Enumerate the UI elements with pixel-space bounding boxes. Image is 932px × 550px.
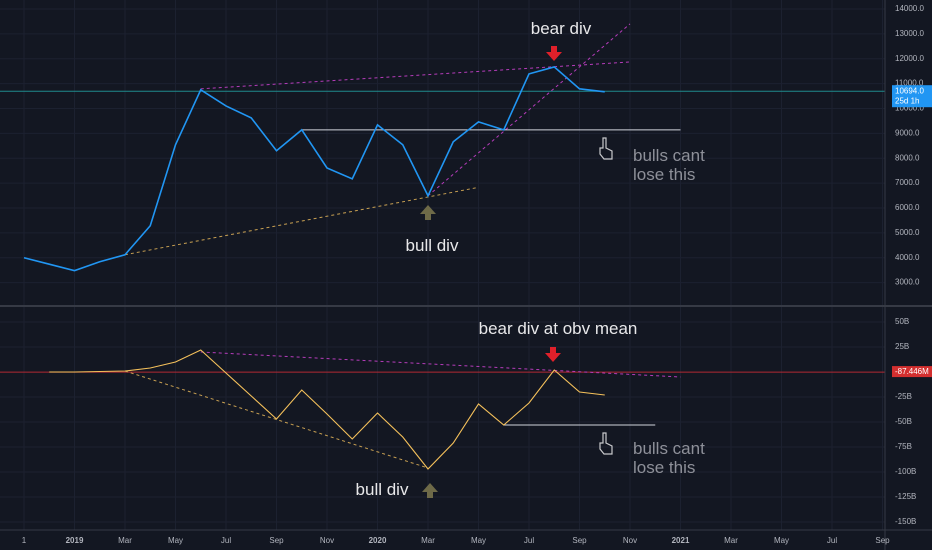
y-tick-label: -25B (895, 392, 912, 401)
annotation-line: bear div (531, 19, 592, 38)
y-tick-label: 8000.0 (895, 153, 920, 162)
x-tick-label: May (471, 536, 486, 545)
y-tick-label: 3000.0 (895, 278, 920, 287)
y-tick-label: 12000.0 (895, 54, 924, 63)
price-badge (892, 85, 932, 108)
annotation-line: lose this (633, 458, 695, 477)
x-tick-label: May (168, 536, 183, 545)
x-tick-label: May (774, 536, 789, 545)
arrow-icon (545, 347, 561, 362)
annotation: bear div (531, 19, 592, 38)
series-line (49, 349, 605, 470)
y-tick-label: 50B (895, 317, 909, 326)
trend-line (200, 351, 681, 378)
y-tick-label: 13000.0 (895, 29, 924, 38)
hand-icon (599, 432, 613, 455)
y-tick-label: 9000.0 (895, 128, 920, 137)
price-badge (892, 366, 932, 378)
x-tick-label: Jul (827, 536, 837, 545)
y-tick-label: 5000.0 (895, 228, 920, 237)
x-tick-label: Sep (875, 536, 890, 545)
annotation-line: bulls cant (633, 439, 705, 458)
x-tick-label: 2019 (66, 536, 84, 545)
trend-line (427, 23, 631, 197)
x-tick-label: Nov (623, 536, 637, 545)
countdown-label: 25d 1h (895, 96, 919, 105)
annotation: bulls cant lose this (633, 146, 705, 184)
price-badge-label: 10694.0 (895, 86, 924, 95)
x-tick-label: Sep (572, 536, 587, 545)
series-line (23, 66, 605, 272)
trend-line (124, 370, 429, 469)
annotation-line: lose this (633, 165, 695, 184)
annotation: bull div (356, 480, 409, 499)
annotation-line: bull div (406, 236, 459, 255)
annotation: bulls cant lose this (633, 439, 705, 477)
annotation: bear div at obv mean (479, 319, 638, 338)
y-tick-label: 14000.0 (895, 4, 924, 13)
arrow-icon (546, 46, 562, 61)
y-tick-label: -50B (895, 417, 912, 426)
x-tick-label: Jul (524, 536, 534, 545)
annotation-line: bull div (356, 480, 409, 499)
y-tick-label: -125B (895, 492, 916, 501)
y-tick-label: 6000.0 (895, 203, 920, 212)
y-tick-label: -75B (895, 442, 912, 451)
price-badge-label: -87.446M (895, 367, 929, 376)
x-tick-label: 1 (22, 536, 27, 545)
y-tick-label: 7000.0 (895, 178, 920, 187)
x-tick-label: Mar (421, 536, 435, 545)
annotation-line: bear div at obv mean (479, 319, 638, 338)
x-tick-label: Mar (118, 536, 132, 545)
y-tick-label: 25B (895, 342, 909, 351)
x-tick-label: Jul (221, 536, 231, 545)
arrow-icon (422, 483, 438, 498)
x-tick-label: 2020 (369, 536, 387, 545)
x-tick-label: Nov (320, 536, 334, 545)
y-tick-label: 11000.0 (895, 79, 924, 88)
y-tick-label: -100B (895, 467, 916, 476)
y-tick-label: 10000.0 (895, 104, 924, 113)
annotation: bull div (406, 236, 459, 255)
arrow-icon (420, 205, 436, 220)
x-tick-label: 2021 (672, 536, 690, 545)
y-tick-label: 4000.0 (895, 253, 920, 262)
annotation-line: bulls cant (633, 146, 705, 165)
x-tick-label: Mar (724, 536, 738, 545)
y-tick-label: -150B (895, 517, 916, 526)
x-tick-label: Sep (269, 536, 284, 545)
hand-icon (599, 137, 613, 160)
